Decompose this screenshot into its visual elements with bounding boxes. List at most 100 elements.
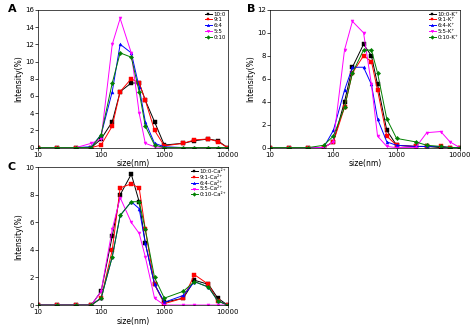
6:4-K⁺ <box>457 146 463 150</box>
5:5-K⁺ <box>413 146 419 150</box>
9:1-K⁺ <box>457 146 463 150</box>
Legend: 10:0-Ca²⁺, 9:1-Ca²⁺, 6:4-Ca²⁺, 5:5-Ca²⁺, 0:10-Ca²⁺: 10:0-Ca²⁺, 9:1-Ca²⁺, 6:4-Ca²⁺, 5:5-Ca²⁺,… <box>191 168 227 198</box>
0:10 <box>143 124 148 128</box>
5:5 <box>162 146 167 150</box>
5:5-K⁺ <box>394 146 400 150</box>
0:10-K⁺ <box>321 143 327 147</box>
10:0-K⁺ <box>267 146 273 150</box>
0:10-K⁺ <box>369 48 374 52</box>
0:10-K⁺ <box>375 71 381 75</box>
0:10-Ca²⁺ <box>54 303 60 307</box>
9:1-Ca²⁺ <box>191 273 197 277</box>
9:1-Ca²⁺ <box>152 282 157 286</box>
9:1-Ca²⁺ <box>215 299 220 303</box>
6:4-K⁺ <box>413 144 419 148</box>
0:10-Ca²⁺ <box>117 214 123 217</box>
6:4-K⁺ <box>267 146 273 150</box>
5:5-Ca²⁺ <box>109 227 115 231</box>
10:0-K⁺ <box>413 144 419 148</box>
10:0-K⁺ <box>305 146 311 150</box>
6:4 <box>206 146 211 150</box>
0:10-K⁺ <box>342 106 347 110</box>
9:1 <box>117 90 123 93</box>
10:0 <box>162 143 167 147</box>
9:1-Ca²⁺ <box>225 303 230 307</box>
Legend: 10:0, 9:1, 6:4, 5:5, 0:10: 10:0, 9:1, 6:4, 5:5, 0:10 <box>205 11 227 40</box>
0:10 <box>109 81 115 85</box>
6:4-Ca²⁺ <box>98 296 104 300</box>
5:5-K⁺ <box>267 146 273 150</box>
0:10-K⁺ <box>349 71 355 75</box>
5:5-K⁺ <box>375 134 381 138</box>
5:5 <box>117 16 123 20</box>
9:1-K⁺ <box>267 146 273 150</box>
5:5-Ca²⁺ <box>181 303 186 307</box>
9:1-K⁺ <box>369 60 374 64</box>
6:4-K⁺ <box>369 82 374 86</box>
6:4-Ca²⁺ <box>54 303 60 307</box>
6:4-Ca²⁺ <box>215 299 220 303</box>
0:10-K⁺ <box>384 117 390 121</box>
6:4-Ca²⁺ <box>73 303 79 307</box>
6:4-K⁺ <box>438 144 444 148</box>
9:1-K⁺ <box>321 146 327 150</box>
0:10-K⁺ <box>424 143 429 147</box>
5:5-K⁺ <box>330 140 336 144</box>
5:5-Ca²⁺ <box>54 303 60 307</box>
9:1 <box>181 141 186 145</box>
Legend: 10:0-K⁺, 9:1-K⁺, 6:4-K⁺, 5:5-K⁺, 0:10-K⁺: 10:0-K⁺, 9:1-K⁺, 6:4-K⁺, 5:5-K⁺, 0:10-K⁺ <box>428 11 459 40</box>
9:1-K⁺ <box>394 143 400 147</box>
10:0 <box>191 139 197 143</box>
10:0 <box>98 137 104 141</box>
0:10-Ca²⁺ <box>162 296 167 300</box>
10:0 <box>181 141 186 145</box>
10:0-Ca²⁺ <box>89 303 94 307</box>
6:4-Ca²⁺ <box>225 303 230 307</box>
6:4 <box>35 146 41 150</box>
0:10-Ca²⁺ <box>191 280 197 284</box>
10:0-Ca²⁺ <box>128 172 134 176</box>
6:4-K⁺ <box>342 88 347 92</box>
0:10-K⁺ <box>286 146 292 150</box>
10:0 <box>143 98 148 102</box>
9:1-Ca²⁺ <box>206 282 211 286</box>
5:5 <box>35 146 41 150</box>
0:10-Ca²⁺ <box>181 289 186 293</box>
10:0-Ca²⁺ <box>162 300 167 304</box>
5:5-Ca²⁺ <box>225 303 230 307</box>
5:5 <box>225 146 230 150</box>
X-axis label: size(nm): size(nm) <box>116 317 149 326</box>
X-axis label: size(nm): size(nm) <box>116 159 149 168</box>
9:1 <box>191 138 197 142</box>
6:4-Ca²⁺ <box>143 241 148 245</box>
5:5-K⁺ <box>424 131 429 134</box>
6:4-Ca²⁺ <box>109 255 115 259</box>
9:1-Ca²⁺ <box>137 186 142 190</box>
5:5-Ca²⁺ <box>206 303 211 307</box>
6:4 <box>128 51 134 55</box>
0:10 <box>215 146 220 150</box>
9:1-K⁺ <box>375 88 381 92</box>
5:5-K⁺ <box>457 146 463 150</box>
5:5-K⁺ <box>305 146 311 150</box>
5:5-K⁺ <box>286 146 292 150</box>
5:5 <box>109 42 115 46</box>
5:5-K⁺ <box>321 146 327 150</box>
9:1-Ca²⁺ <box>117 186 123 190</box>
10:0-K⁺ <box>361 42 366 46</box>
Y-axis label: Intensity(%): Intensity(%) <box>14 55 23 102</box>
Text: C: C <box>8 162 16 172</box>
0:10 <box>98 133 104 137</box>
10:0 <box>215 139 220 143</box>
9:1 <box>35 146 41 150</box>
10:0-K⁺ <box>369 54 374 58</box>
9:1-K⁺ <box>413 144 419 148</box>
6:4-K⁺ <box>286 146 292 150</box>
10:0-K⁺ <box>438 146 444 150</box>
Line: 9:1-K⁺: 9:1-K⁺ <box>269 54 461 149</box>
9:1 <box>109 124 115 128</box>
10:0-Ca²⁺ <box>73 303 79 307</box>
Line: 0:10-Ca²⁺: 0:10-Ca²⁺ <box>36 200 229 307</box>
10:0-Ca²⁺ <box>98 289 104 293</box>
10:0-Ca²⁺ <box>109 234 115 238</box>
